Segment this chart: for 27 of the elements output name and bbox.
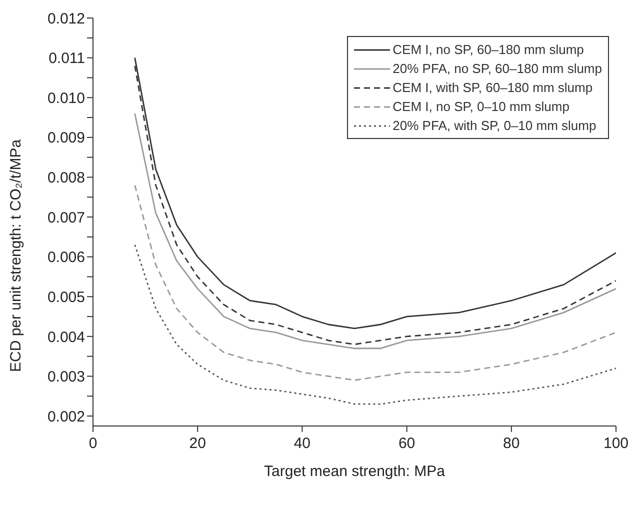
line-series [134, 112, 616, 350]
y-tick-label: 0.002 [47, 408, 85, 426]
y-tick-label: 0.010 [47, 90, 85, 107]
legend-label: CEM I, no SP, 60–180 mm slump [392, 41, 584, 59]
y-tick-label: 0.009 [47, 130, 85, 147]
legend-label: CEM I, with SP, 60–180 mm slump [392, 79, 593, 97]
x-tick-label: 40 [294, 435, 311, 452]
x-axis-title: Target mean strength: MPa [264, 463, 446, 480]
y-tick-label: 0.007 [47, 209, 85, 226]
legend-label: 20% PFA, no SP, 60–180 mm slump [392, 60, 602, 78]
y-tick-label: 0.005 [47, 288, 85, 306]
legend-label: 20% PFA, with SP, 0–10 mm slump [392, 117, 596, 135]
x-tick-label: 60 [398, 435, 416, 452]
y-tick-label: 0.011 [48, 50, 85, 68]
x-tick-label: 100 [603, 435, 629, 452]
x-tick-label: 20 [189, 435, 206, 452]
x-tick-label: 0 [88, 435, 98, 452]
line-series [134, 244, 616, 405]
legend-label: CEM I, no SP, 0–10 mm slump [392, 98, 570, 116]
y-tick-label: 0.008 [47, 170, 85, 187]
y-tick-label: 0.006 [47, 249, 85, 266]
y-tick-label: 0.003 [47, 368, 85, 386]
y-tick-label: 0.004 [47, 328, 85, 346]
x-tick-label: 80 [503, 435, 520, 452]
line-series [134, 184, 616, 381]
y-tick-label: 0.012 [47, 10, 85, 28]
y-axis-title: ECD per unit strength: t CO₂/t/MPa [7, 138, 24, 372]
